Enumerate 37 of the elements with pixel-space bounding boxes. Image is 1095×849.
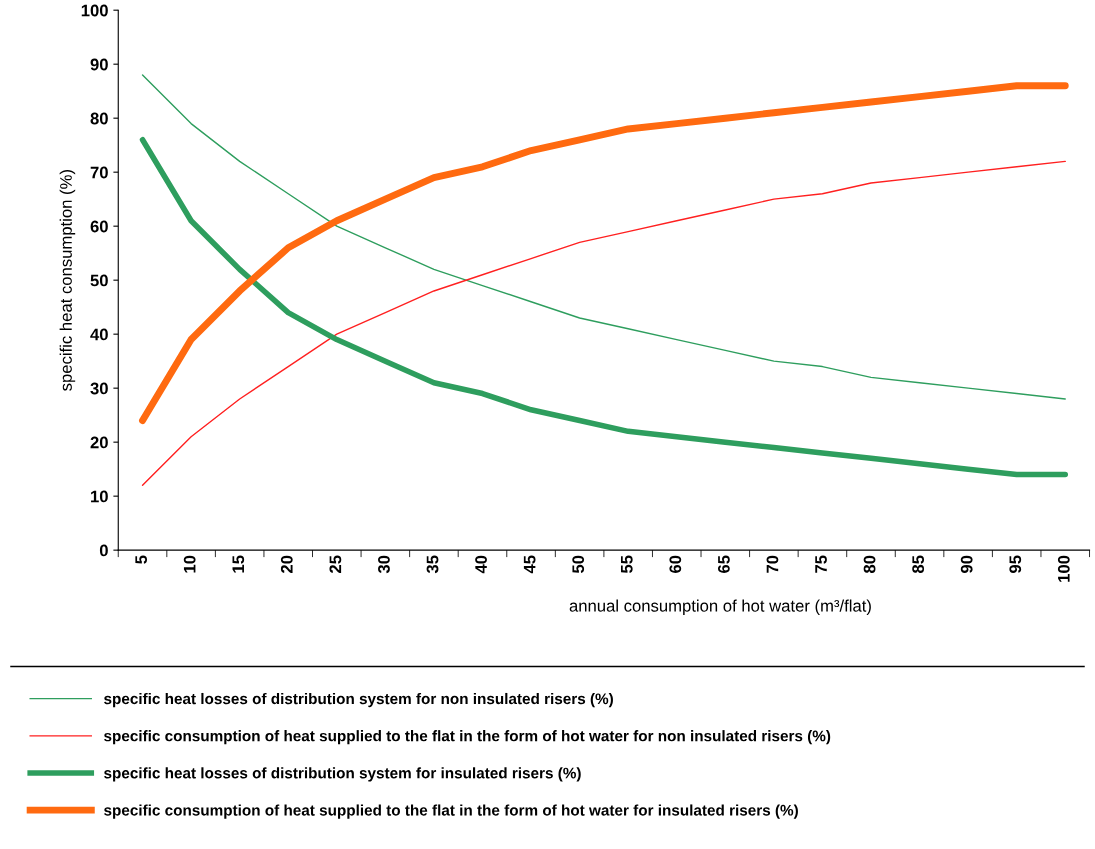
x-tick-label: 65 (717, 555, 730, 573)
x-tick-label: 90 (960, 555, 973, 573)
y-axis-title: specific heat consumption (%) (59, 170, 76, 391)
y-tick-label: 100 (81, 4, 108, 17)
y-tick-label: 30 (90, 382, 108, 395)
legend-label: specific heat losses of distribution system for insulated risers (%) (104, 767, 581, 782)
legend-label: specific consumption of heat supplied to the flat in the form of hot water for non insulated risers (%) (104, 730, 831, 745)
y-tick-label: 90 (90, 58, 108, 71)
x-tick-label: 95 (1009, 555, 1022, 573)
x-tick-label: 60 (669, 555, 682, 573)
legend-label: specific consumption of heat supplied to the flat in the form of hot water for insulated risers (%) (104, 804, 798, 819)
x-tick-label: 40 (475, 555, 487, 574)
legend-label: specific heat losses of distribution system for non insulated risers (%) (104, 692, 613, 708)
x-tick-label: 80 (863, 555, 876, 574)
x-tick-label: 45 (523, 555, 536, 574)
x-axis-title: annual consumption of hot water (m³/flat) (569, 599, 871, 616)
x-tick-label: 5 (135, 555, 148, 564)
y-tick-label: 20 (90, 436, 108, 449)
x-tick-label: 10 (183, 555, 196, 573)
x-tick-label: 50 (572, 555, 585, 574)
x-tick-label: 85 (912, 555, 925, 574)
y-tick-label: 10 (91, 490, 108, 503)
y-tick-label: 80 (90, 112, 108, 125)
y-tick-label: 70 (90, 166, 108, 179)
x-tick-label: 35 (426, 555, 439, 574)
x-tick-label: 15 (232, 555, 245, 573)
y-tick-label: 0 (99, 544, 108, 557)
x-tick-label: 100 (1057, 555, 1070, 582)
x-tick-label: 70 (766, 555, 779, 573)
x-tick-label: 25 (329, 555, 342, 573)
y-tick-label: 60 (90, 220, 108, 233)
x-tick-label: 75 (815, 555, 827, 573)
x-tick-label: 20 (280, 555, 293, 573)
y-tick-label: 40 (90, 328, 108, 341)
y-tick-label: 50 (90, 274, 108, 287)
x-tick-label: 30 (378, 555, 390, 574)
x-tick-label: 55 (621, 555, 633, 574)
